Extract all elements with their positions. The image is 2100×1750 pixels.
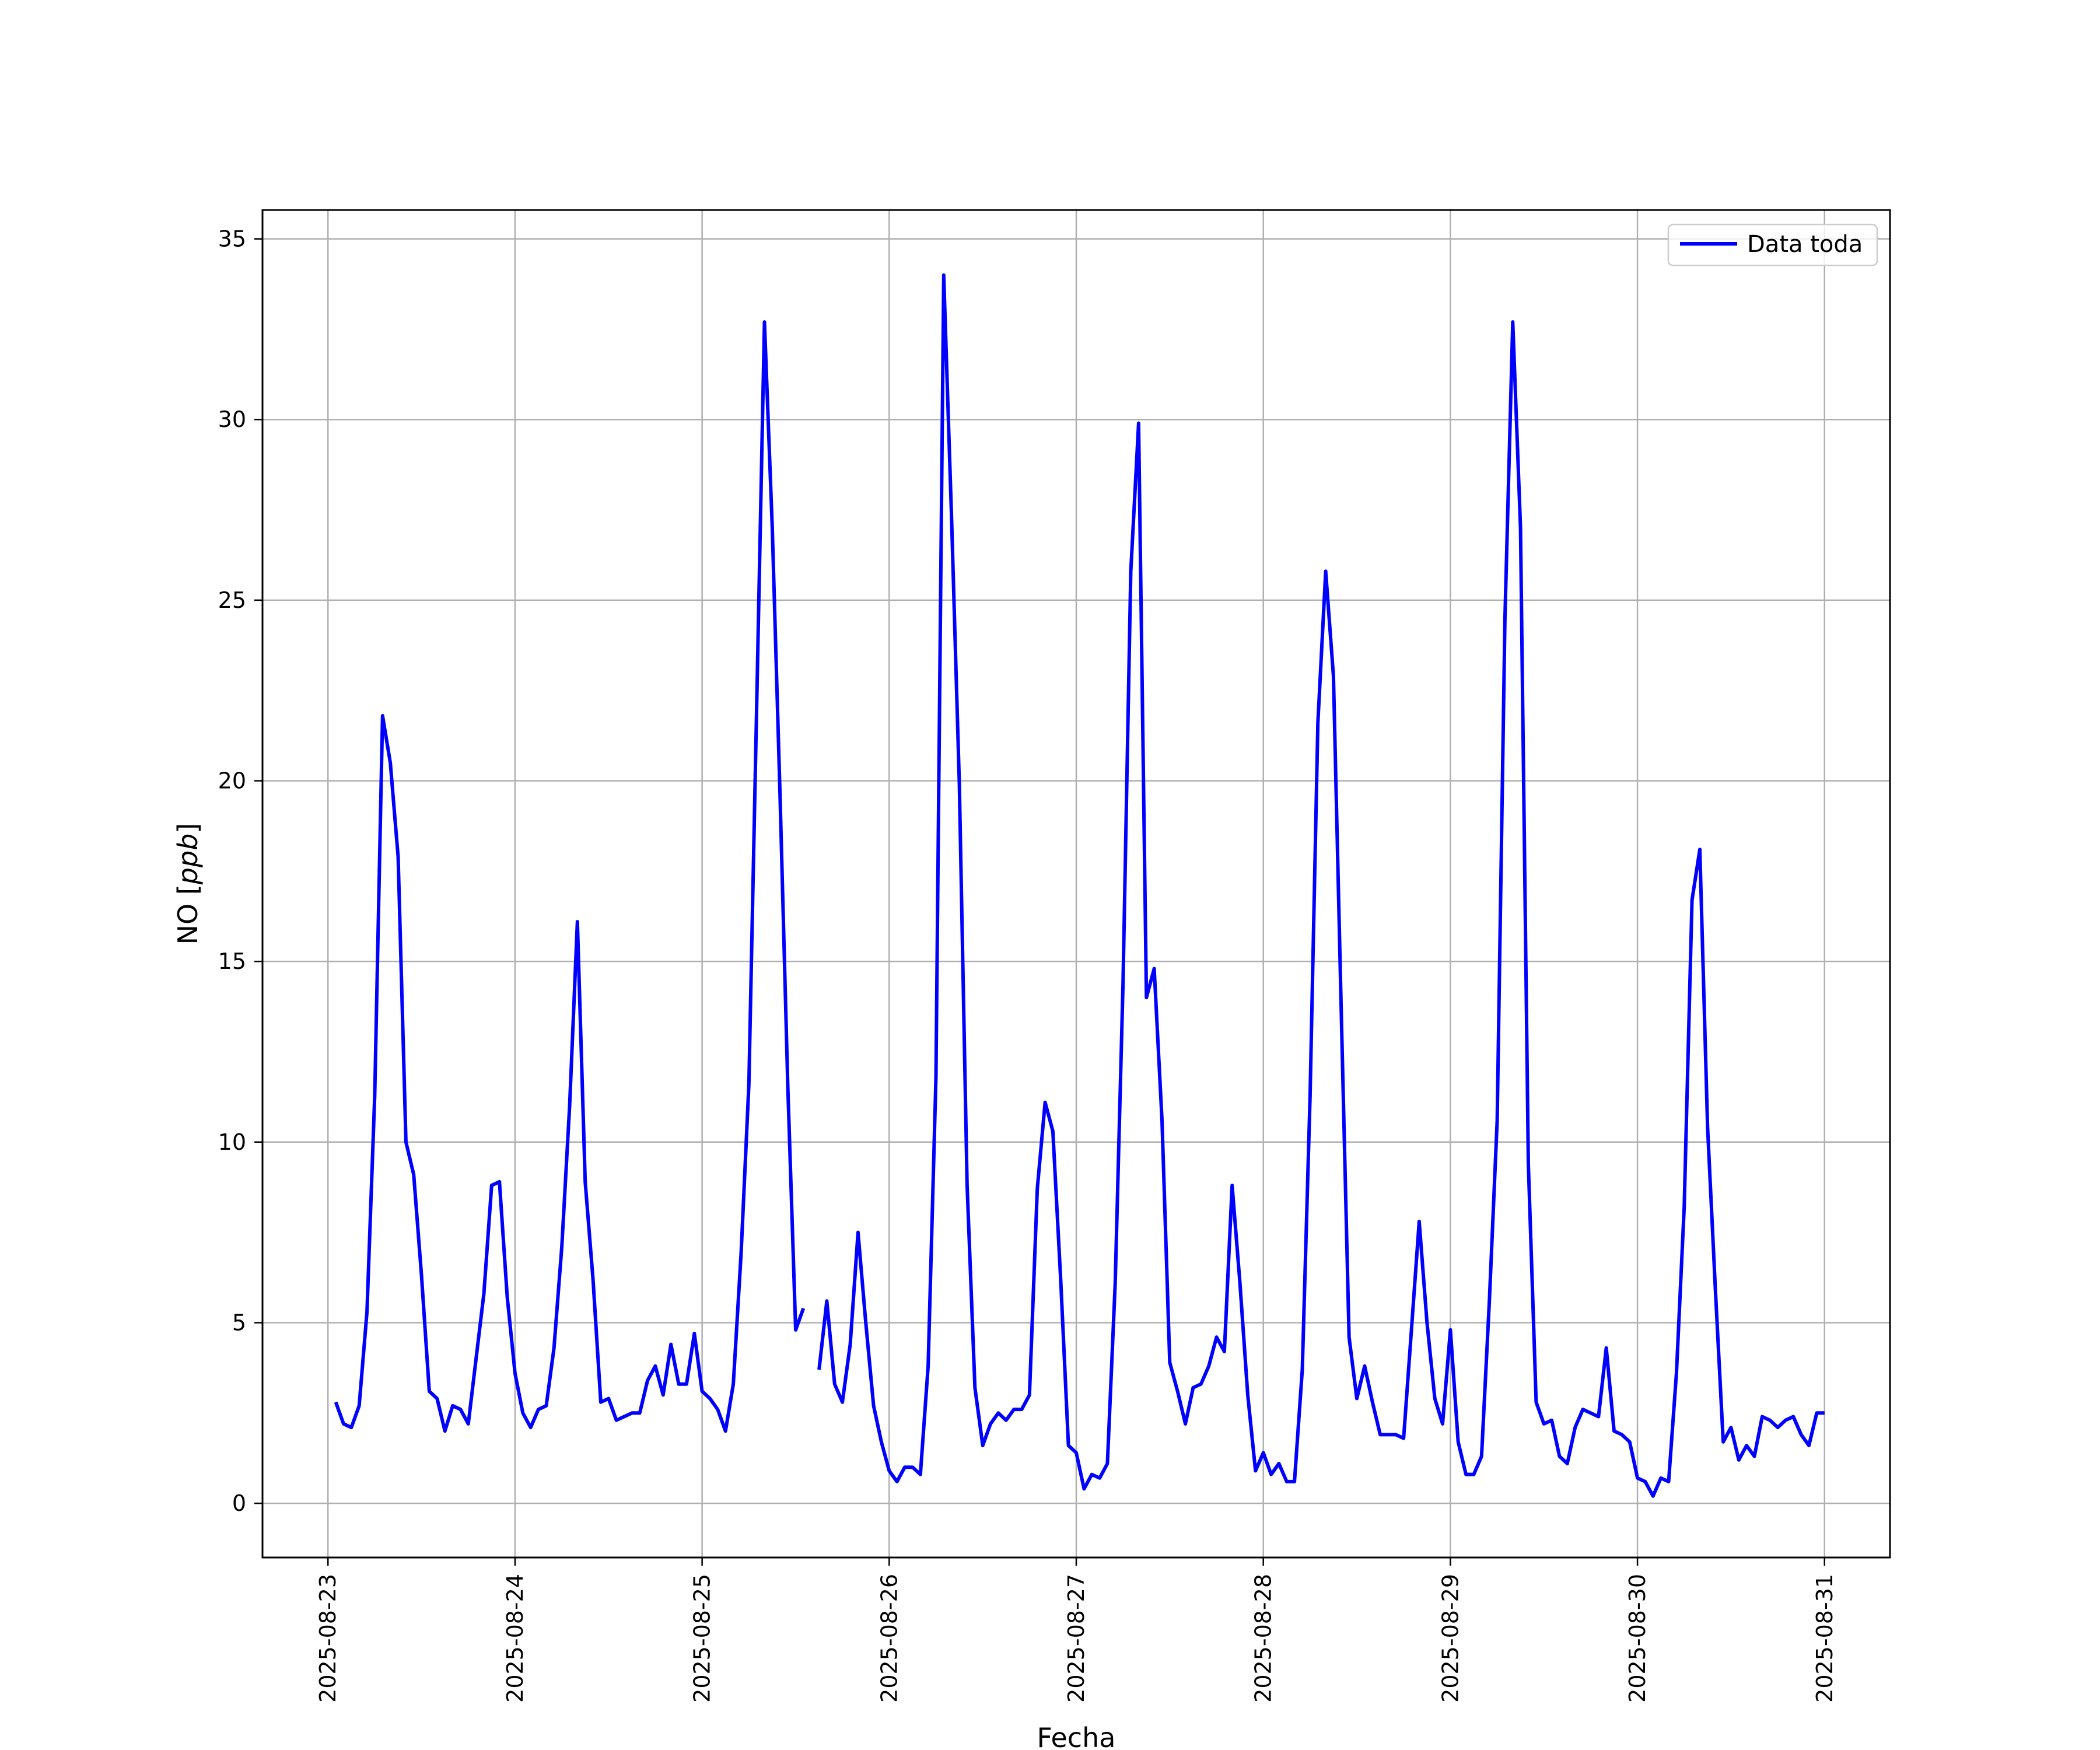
x-axis-ticks: 2025-08-23 2025-08-24 2025-08-25 2025-08-26… [315,1558,1838,1703]
series-line-segment [334,320,806,1433]
legend-box [1667,223,1878,267]
x-tick-label: 2025-08-27 [1063,1574,1089,1703]
x-tick-label: 2025-08-26 [876,1574,902,1703]
y-tick-label: 10 [218,1129,246,1155]
y-tick-label: 35 [218,226,246,252]
x-tick-label: 2025-08-29 [1437,1574,1463,1703]
y-tick-label: 15 [218,949,246,974]
x-tick-label: 2025-08-23 [315,1574,341,1703]
x-tick-label: 2025-08-28 [1251,1574,1276,1703]
y-axis-label: NO [ppb] [172,823,204,945]
y-axis-label-unit: ppb [172,834,204,886]
x-tick-label: 2025-08-30 [1625,1574,1650,1703]
y-axis-ticks: 0 5 10 15 20 25 30 35 [218,226,262,1516]
series-line-segment [817,273,1825,1498]
y-axis-label-bracket: ] [172,823,204,834]
series-lines [334,273,1825,1498]
legend-label: Data toda [1747,231,1863,258]
x-tick-label: 2025-08-25 [690,1574,715,1703]
x-tick-label: 2025-08-31 [1812,1574,1838,1703]
x-axis-label: Fecha [1037,1722,1116,1750]
x-tick-label: 2025-08-24 [502,1574,528,1703]
y-tick-label: 30 [218,407,246,432]
y-tick-label: 25 [218,587,246,613]
y-tick-label: 5 [232,1310,246,1335]
y-tick-label: 20 [218,768,246,793]
legend: Data toda [1667,223,1878,267]
y-axis-label-name: NO [ [172,884,204,944]
grid [262,210,1890,1558]
y-tick-label: 0 [232,1490,246,1516]
